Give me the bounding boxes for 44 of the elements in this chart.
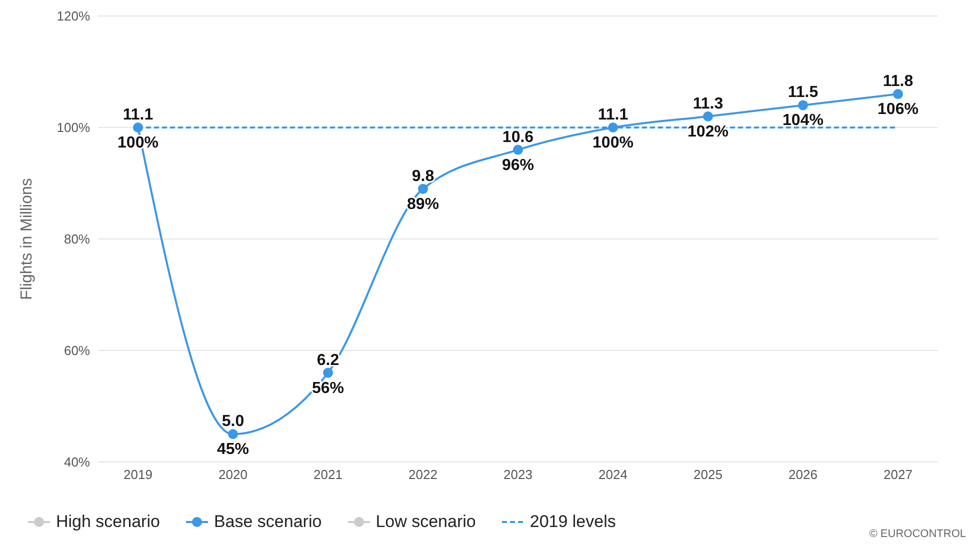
data-label: 96% [502, 156, 534, 174]
annotation: 11.3 [692, 95, 724, 112]
x-tick-label: 2022 [408, 467, 438, 482]
y-tick-label: 120% [56, 8, 90, 24]
data-label: 104% [782, 112, 824, 130]
y-tick-label: 100% [56, 120, 90, 136]
data-label: 45% [216, 441, 250, 458]
annotation: 11.1 [122, 106, 154, 124]
annotation: 5.0 [222, 413, 244, 430]
point [513, 144, 523, 155]
annotation: 11.5 [788, 84, 818, 102]
legend-label: Low scenario [376, 512, 476, 532]
x-tick-label: 2021 [314, 467, 342, 482]
data-label: 106% [878, 101, 918, 118]
x-tick-label: 2025 [694, 467, 722, 482]
annotation: 11.1 [598, 106, 628, 124]
x-tick-label: 2019 [124, 467, 152, 482]
x-tick-label: 2023 [504, 467, 532, 482]
text: © EUROCONTROL [869, 528, 966, 540]
point [133, 122, 143, 132]
y-axis-title: Flights in Millions [18, 178, 36, 300]
y-tick-label: 40% [64, 454, 90, 470]
point [418, 184, 428, 194]
point [323, 368, 333, 378]
annotation: 10.6 [502, 128, 534, 146]
x-tick-label: 2020 [218, 467, 248, 482]
point [228, 429, 238, 440]
x-tick-label: 2026 [788, 467, 818, 482]
point [703, 111, 713, 122]
legend-label: High scenario [56, 512, 160, 532]
y-tick-label: 60% [64, 343, 90, 358]
x-tick-label: 2027 [884, 467, 912, 482]
data-label: 56% [312, 380, 344, 397]
data-label: 100% [592, 134, 634, 152]
legend-label: Base scenario [214, 512, 322, 532]
y-tick-label: 80% [64, 232, 90, 247]
point [798, 100, 808, 110]
point [608, 122, 618, 132]
data-label: 102% [688, 123, 728, 140]
annotation: 11.8 [882, 73, 914, 90]
legend-label: 2019 levels [530, 512, 616, 532]
point [893, 89, 903, 100]
annotation: 9.8 [412, 168, 434, 185]
x-tick-label: 2024 [598, 467, 628, 482]
